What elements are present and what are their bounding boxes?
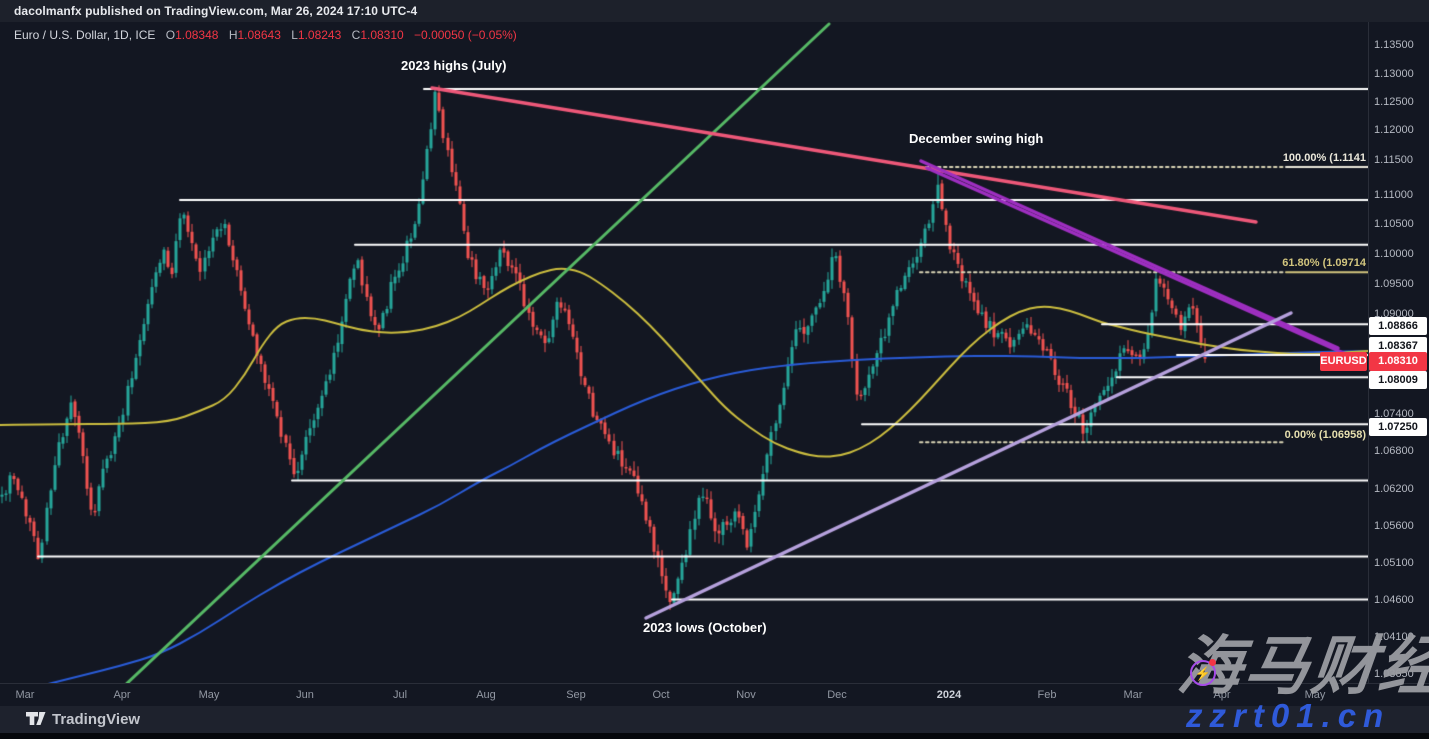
price-axis-separator	[1368, 22, 1369, 683]
price-tick-label[interactable]: 1.13500	[1374, 39, 1414, 51]
high-label: H	[228, 28, 238, 42]
price-level-tag: 1.08367	[1369, 337, 1427, 355]
price-tick-label[interactable]: 1.10500	[1374, 218, 1414, 230]
price-tick-label[interactable]: 1.03650	[1374, 668, 1414, 680]
tradingview-brand[interactable]: TradingView	[52, 711, 141, 728]
time-tick-label[interactable]: Dec	[827, 689, 847, 701]
symbol-legend: Euro / U.S. Dollar, 1D, ICE O1.08348 H1.…	[14, 28, 517, 42]
chart-annotation: December swing high	[909, 131, 1044, 146]
close-value: 1.08310	[360, 28, 404, 42]
price-tick-label[interactable]: 1.11500	[1374, 154, 1413, 166]
published-text: dacolmanfx published on TradingView.com,…	[14, 4, 418, 18]
price-tick-label[interactable]: 1.05600	[1374, 520, 1414, 532]
price-tick-label[interactable]: 1.05100	[1374, 557, 1414, 569]
price-tick-label[interactable]: 1.06200	[1374, 483, 1414, 495]
price-tick-label[interactable]: 1.12500	[1374, 96, 1414, 108]
fib-level-label: 0.00% (1.06958)	[1284, 429, 1366, 442]
price-tick-label[interactable]: 1.06800	[1374, 445, 1414, 457]
time-tick-label[interactable]: Jun	[296, 689, 314, 701]
time-tick-label[interactable]: May	[198, 689, 220, 701]
change-value: −0.00050 (−0.05%)	[414, 28, 517, 42]
price-level-tag: 1.08009	[1369, 371, 1427, 389]
fib-level-label: 100.00% (1.1141	[1282, 152, 1366, 165]
price-tick-label[interactable]: 1.04600	[1374, 594, 1414, 606]
footer-bar	[0, 706, 1429, 733]
time-tick-label[interactable]: Apr	[1213, 689, 1231, 701]
price-tick-label[interactable]: 1.12000	[1374, 124, 1414, 136]
price-level-tag: 1.07250	[1369, 418, 1427, 436]
time-tick-label[interactable]: Aug	[476, 689, 496, 701]
price-tick-label[interactable]: 1.11000	[1374, 189, 1413, 201]
chart-annotation: 2023 lows (October)	[643, 620, 767, 635]
close-label: C	[351, 28, 361, 42]
high-value: 1.08643	[237, 28, 281, 42]
flash-badge-icon: ⚡	[1190, 659, 1216, 686]
time-tick-label[interactable]: Jul	[392, 689, 408, 701]
published-bar: dacolmanfx published on TradingView.com,…	[0, 0, 1429, 22]
bottom-strip	[0, 733, 1429, 739]
time-axis-separator	[0, 683, 1429, 684]
price-level-tag: 1.08866	[1369, 317, 1427, 335]
price-tick-label[interactable]: 1.04100	[1374, 631, 1414, 643]
low-value: 1.08243	[297, 28, 342, 42]
time-tick-label[interactable]: May	[1304, 689, 1326, 701]
open-label: O	[165, 28, 176, 42]
current-price-value-tag: 1.08310	[1369, 352, 1427, 371]
price-tick-label[interactable]: 1.10000	[1374, 248, 1414, 260]
watermark-url: zzrt01.cn	[1186, 697, 1391, 734]
time-tick-label[interactable]: Mar	[15, 689, 35, 701]
notification-dot	[1209, 659, 1216, 666]
low-label: L	[291, 28, 298, 42]
tradingview-logo-icon[interactable]	[26, 712, 46, 728]
price-tick-label[interactable]: 1.07400	[1374, 408, 1414, 420]
fib-level-label: 61.80% (1.09714	[1282, 257, 1366, 270]
time-tick-label[interactable]: 2024	[936, 689, 962, 701]
price-tick-label[interactable]: 1.13000	[1374, 68, 1414, 80]
time-tick-label[interactable]: Apr	[113, 689, 131, 701]
time-tick-label[interactable]: Mar	[1123, 689, 1143, 701]
time-tick-label[interactable]: Nov	[736, 689, 756, 701]
time-tick-label[interactable]: Oct	[652, 689, 670, 701]
current-price-symbol-tag: EURUSD	[1320, 352, 1367, 371]
symbol-title[interactable]: Euro / U.S. Dollar, 1D, ICE	[14, 28, 156, 42]
price-chart-canvas[interactable]	[0, 22, 1368, 683]
price-tick-label[interactable]: 1.09500	[1374, 278, 1414, 290]
open-value: 1.08348	[175, 28, 219, 42]
chart-annotation: 2023 highs (July)	[401, 58, 507, 73]
time-tick-label[interactable]: Sep	[566, 689, 586, 701]
time-tick-label[interactable]: Feb	[1037, 689, 1057, 701]
